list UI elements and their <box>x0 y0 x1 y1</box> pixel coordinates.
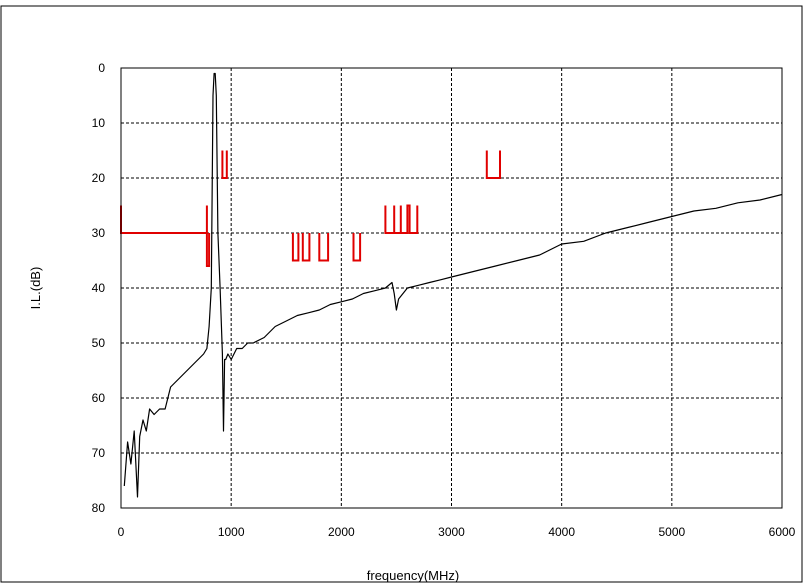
outer-border <box>0 5 803 583</box>
x-tick-label: 0 <box>118 525 125 539</box>
grid <box>121 68 782 508</box>
plot-area-border <box>120 67 783 509</box>
y-tick-label: 20 <box>92 171 106 185</box>
x-tick-label: 2000 <box>328 525 355 539</box>
x-tick-label: 4000 <box>548 525 575 539</box>
x-tick-label: 1000 <box>218 525 245 539</box>
y-tick-label: 80 <box>92 501 106 515</box>
y-axis-title: I.L.(dB) <box>28 267 43 310</box>
y-tick-label: 40 <box>92 281 106 295</box>
y-tick-label: 70 <box>92 446 106 460</box>
spec-mask-segment <box>318 233 330 262</box>
y-tick-label: 50 <box>92 336 106 350</box>
x-axis-title: frequency(MHz) <box>367 568 459 583</box>
series-layer <box>120 72 783 498</box>
spec-mask-segment <box>221 150 228 179</box>
spec-mask-segment <box>485 150 501 179</box>
spec-mask-segment <box>291 233 300 262</box>
spec-mask-segment <box>352 233 362 262</box>
y-tick-label: 60 <box>92 391 106 405</box>
spec-mask-segment <box>301 233 311 262</box>
spec-mask-segment <box>384 204 419 234</box>
insertion-loss-curve <box>123 72 783 498</box>
y-tick-label: 30 <box>92 226 106 240</box>
x-tick-label: 3000 <box>438 525 465 539</box>
y-tick-label: 10 <box>92 116 106 130</box>
x-tick-label: 5000 <box>658 525 685 539</box>
x-tick-label: 6000 <box>769 525 796 539</box>
tick-labels: 0 1000 2000 3000 4000 5000 6000 0 10 20 30 40 50 60 70… <box>92 61 796 539</box>
y-tick-label: 0 <box>98 61 105 75</box>
spec-mask-segment <box>205 233 211 267</box>
